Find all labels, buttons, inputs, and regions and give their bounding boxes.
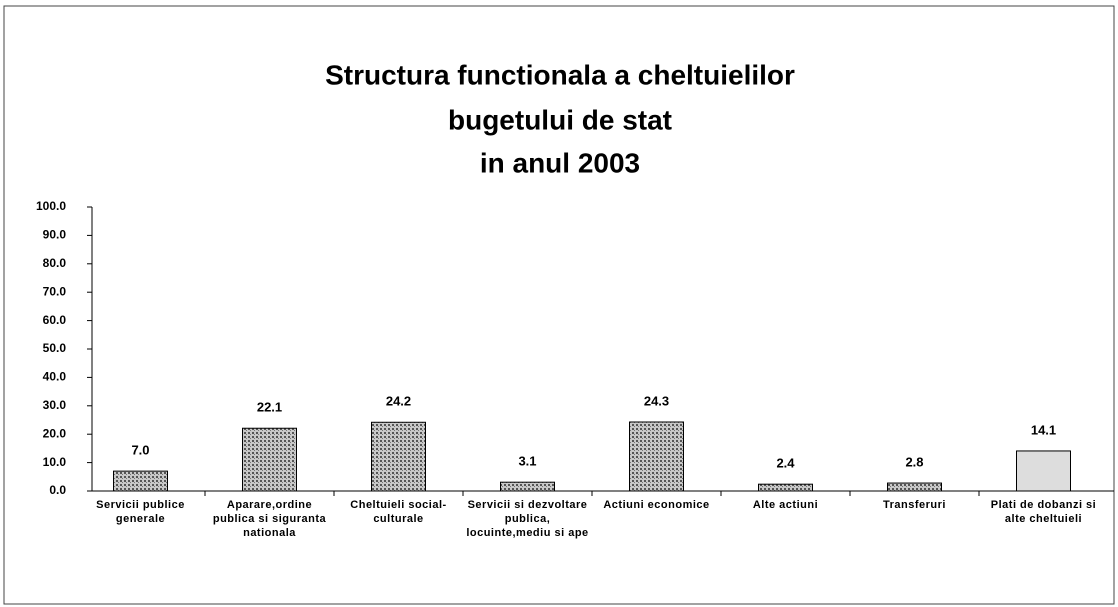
bar (887, 482, 942, 492)
value-label: 2.8 (905, 454, 923, 469)
y-tick-label: 80.0 (43, 256, 67, 270)
x-tick-label: Aparare,ordine publica si siguranta nati… (212, 499, 327, 539)
value-label: 14.1 (1031, 422, 1056, 437)
y-tick-label: 30.0 (43, 398, 67, 412)
y-tick-label: 60.0 (43, 313, 67, 327)
x-tick-label: Transferuri (883, 499, 946, 511)
y-tick-label: 100.0 (36, 199, 66, 213)
x-tick-label: Plati de dobanzi si alte cheltuieli (990, 499, 1097, 525)
chart-title: Structura functionala a cheltuielilor (325, 59, 795, 90)
bar (371, 421, 426, 492)
y-tick-label: 0.0 (49, 483, 66, 497)
y-tick-label: 90.0 (43, 228, 67, 242)
x-tick-label: Alte actiuni (752, 499, 819, 511)
value-label: 22.1 (257, 400, 282, 415)
x-tick-label: Servicii publice generale (96, 499, 185, 525)
y-tick-label: 40.0 (43, 370, 67, 384)
frame (3, 5, 1115, 605)
y-tick-label: 70.0 (43, 284, 67, 298)
bar (500, 481, 555, 492)
value-label: 24.3 (644, 393, 669, 408)
value-label: 24.2 (386, 394, 411, 409)
x-tick-label: Servicii si dezvoltare publica, locuinte… (466, 499, 589, 539)
bar (113, 470, 168, 492)
bar (242, 427, 297, 492)
bar (758, 483, 813, 492)
bar (629, 421, 684, 492)
chart-title: bugetului de stat (448, 104, 672, 135)
y-tick-label: 10.0 (43, 455, 67, 469)
value-label: 2.4 (776, 456, 795, 471)
y-tick-label: 20.0 (43, 426, 67, 440)
chart-title: in anul 2003 (480, 147, 640, 178)
bar (1016, 450, 1071, 492)
y-tick-label: 50.0 (43, 341, 67, 355)
value-label: 3.1 (518, 454, 536, 469)
x-tick-label: Actiuni economice (603, 499, 710, 511)
value-label: 7.0 (131, 443, 149, 458)
x-tick-label: Cheltuieli social-culturale (350, 499, 447, 525)
